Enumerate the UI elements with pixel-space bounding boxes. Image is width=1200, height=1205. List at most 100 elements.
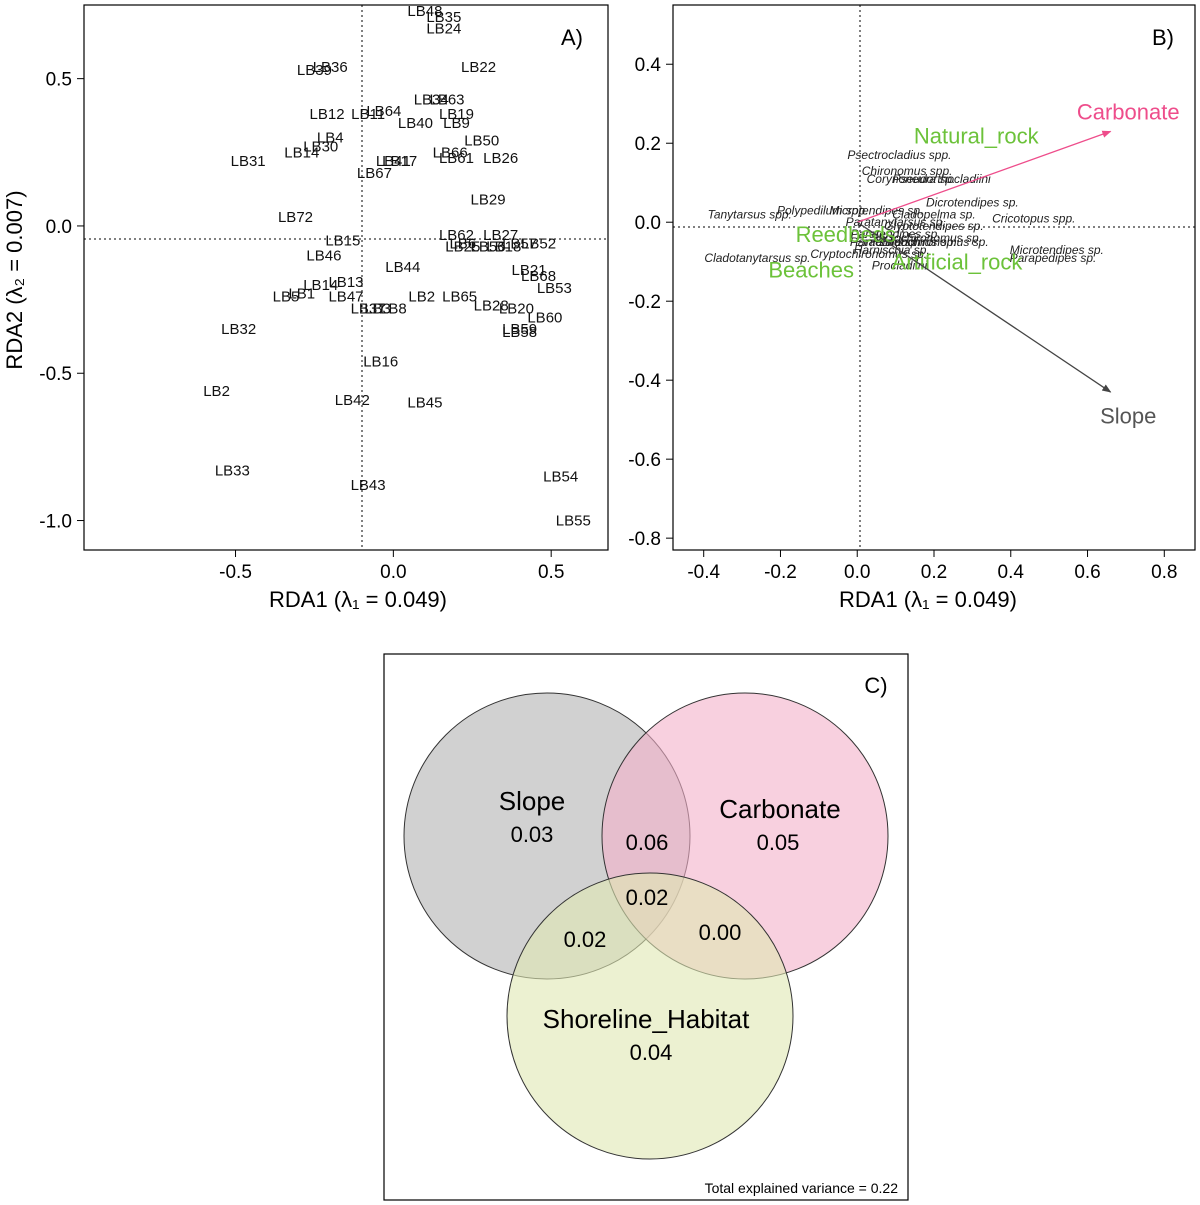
species-label: Cladotanytarsus sp. [704, 251, 810, 265]
site-label: LB30 [303, 138, 338, 155]
site-label: LB9 [443, 115, 470, 132]
site-label: LB48 [407, 3, 442, 20]
species-label: Parachironomus sp. [850, 235, 957, 249]
panel-a: A) -0.5 0.0 0.5 0.5 0.0 -0.5 -1.0 LB48LB35LB24… [2, 3, 609, 612]
site-label: LB66 [433, 144, 468, 161]
x-tick-label-b: -0.4 [687, 562, 720, 583]
biplot-arrow [856, 221, 1112, 393]
habitat-factor-label: Artificial_rock [892, 250, 1024, 275]
venn-value-slope-shoreline: 0.02 [564, 927, 607, 952]
y-tick-label-b: 0.0 [635, 213, 661, 234]
venn-set-label-shoreline-habitat: Shoreline_Habitat [543, 1004, 750, 1034]
site-label: LB59 [502, 321, 537, 338]
y-tick-label-b: -0.8 [628, 529, 661, 550]
species-label: Paratanytarsus sp. [846, 215, 946, 229]
x-tick-label-b: 0.6 [1074, 562, 1100, 583]
species-label: Stictochironomus sp. [871, 231, 982, 245]
venn-value-shoreline-habitat: 0.04 [630, 1040, 673, 1065]
site-label: LB3 [364, 300, 391, 317]
site-label: LB45 [407, 395, 442, 412]
site-label: LB35 [426, 9, 461, 26]
panel-c: C) Slope 0.03 Carbonate 0.05 0.06 0.02 0… [383, 653, 909, 1201]
venn-value-slope-carbonate: 0.06 [626, 830, 669, 855]
site-label: LB46 [306, 247, 341, 264]
arrow-label: Slope [1100, 404, 1156, 429]
species-label: Cryptochironomus sp. [810, 247, 927, 261]
panel-label-a: A) [561, 25, 583, 50]
x-tick-label-b: 0.8 [1151, 562, 1177, 583]
site-label: LB2 [408, 289, 435, 306]
site-label: LB62 [439, 227, 474, 244]
site-label: LB14 [284, 144, 319, 161]
y-axis-label-a: RDA2 (λ₂ = 0.007) [2, 190, 27, 369]
site-label: LB67 [357, 165, 392, 182]
site-label: LB64 [366, 103, 401, 120]
species-label: Microtendipes sp. [1010, 243, 1104, 257]
site-label: LB56 [471, 239, 506, 256]
panel-label-b: B) [1152, 25, 1174, 50]
habitat-factor-label: Reedbeds [796, 222, 896, 247]
venn-footnote: Total explained variance = 0.22 [705, 1180, 899, 1196]
site-label: LB36 [313, 59, 348, 76]
y-tick-label-b: -0.2 [628, 292, 661, 313]
species-label: Endochironomus sp. [879, 235, 988, 249]
site-label: LB26 [483, 150, 518, 167]
site-label: LB12 [310, 106, 345, 123]
site-label: LB72 [278, 209, 313, 226]
species-label: Tanytarsus spp. [708, 207, 792, 221]
site-label: LB14 [303, 277, 338, 294]
venn-circle-shoreline-habitat [506, 872, 794, 1160]
site-label: LB52 [521, 236, 556, 253]
site-label: LB43 [351, 477, 386, 494]
site-label: LB34 [414, 91, 449, 108]
site-label: LB32 [221, 321, 256, 338]
site-label: LB33 [215, 462, 250, 479]
site-label: LB58 [502, 324, 537, 341]
site-label: LB55 [556, 513, 591, 530]
y-tick-label-a: -0.5 [39, 364, 72, 385]
habitat-factor-label: Natural_rock [914, 123, 1040, 148]
site-label: LB63 [429, 91, 464, 108]
site-label: LB20 [499, 300, 534, 317]
species-label: Corynoneura sp. [867, 172, 956, 186]
site-label: LB17 [382, 153, 417, 170]
y-tick-label-b: 0.2 [635, 134, 661, 155]
species-label: Cricotopus spp. [992, 211, 1075, 225]
site-label: LB31 [231, 153, 266, 170]
site-label: LB24 [426, 21, 461, 38]
site-label: LB41 [376, 153, 411, 170]
species-label: Dicrotendipes sp. [926, 195, 1019, 209]
site-label: LB2 [203, 383, 230, 400]
site-label: LB57 [502, 236, 537, 253]
x-tick-label-b: -0.2 [764, 562, 797, 583]
species-label: Psectrocladius spp. [847, 148, 951, 162]
site-label: LB27 [483, 227, 518, 244]
site-label: LB50 [464, 133, 499, 150]
species-label: Cladopelma sp. [892, 207, 975, 221]
site-label: LB65 [442, 289, 477, 306]
panel-label-c: C) [864, 673, 887, 698]
species-label: Einfeldia sp. [855, 235, 920, 249]
site-label: LB39 [297, 62, 332, 79]
site-label: LB68 [521, 268, 556, 285]
species-label: Paratendipes sp. [851, 227, 941, 241]
y-tick-label-a: 0.0 [46, 217, 72, 238]
site-label: LB53 [537, 280, 572, 297]
y-tick-label-b: 0.4 [635, 55, 662, 76]
site-label: LB15 [325, 233, 360, 250]
venn-value-all: 0.02 [626, 885, 669, 910]
site-label: LB61 [439, 150, 474, 167]
venn-value-slope: 0.03 [511, 822, 554, 847]
site-label: LB37 [351, 300, 386, 317]
species-label: Chironomus spp. [862, 164, 953, 178]
y-tick-label-b: -0.4 [628, 371, 661, 392]
site-label: LB5 [273, 289, 300, 306]
venn-value-carbonate: 0.05 [757, 830, 800, 855]
biplot-arrow [857, 130, 1112, 223]
site-label: LB44 [385, 259, 420, 276]
habitat-factor-label: Beaches [768, 258, 854, 283]
x-tick-label-a: 0.0 [380, 562, 406, 583]
species-label: Procladiini [872, 259, 928, 273]
site-label: LB60 [527, 309, 562, 326]
x-tick-label-a: 0.5 [538, 562, 564, 583]
